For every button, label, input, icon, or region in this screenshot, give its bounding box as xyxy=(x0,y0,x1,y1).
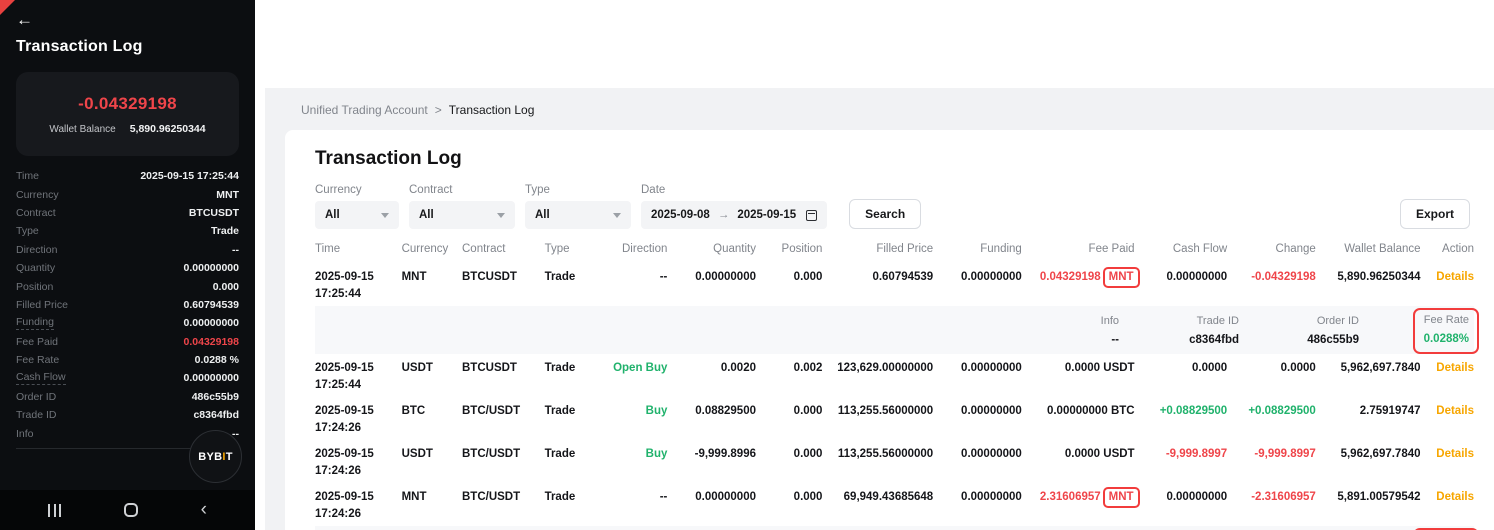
field-currency: CurrencyMNT xyxy=(16,185,239,203)
details-link[interactable]: Details xyxy=(1421,263,1474,306)
chevron-down-icon xyxy=(613,213,621,218)
col-position: Position xyxy=(756,241,822,263)
col-filled-price: Filled Price xyxy=(822,241,933,263)
col-change: Change xyxy=(1227,241,1316,263)
type-select[interactable]: All xyxy=(525,201,631,229)
back-icon[interactable]: ← xyxy=(16,10,33,30)
details-link[interactable]: Details xyxy=(1421,483,1474,526)
currency-filter-group: Currency All xyxy=(315,184,399,229)
table-row: 2025-09-1517:24:26 BTC BTC/USDT Trade Bu… xyxy=(315,397,1474,440)
col-contract: Contract xyxy=(462,241,545,263)
col-currency: Currency xyxy=(402,241,462,263)
col-fee-paid: Fee Paid xyxy=(1022,241,1135,263)
table-row: 2025-09-1517:25:44 MNT BTCUSDT Trade -- … xyxy=(315,263,1474,306)
field-type: TypeTrade xyxy=(16,222,239,240)
date-filter-group: Date 2025-09-08 → 2025-09-15 xyxy=(641,184,827,229)
detail-field-list: Time2025-09-15 17:25:44 CurrencyMNT Cont… xyxy=(16,167,239,449)
android-nav-bar: ‹ xyxy=(0,490,255,530)
field-trade-id: Trade IDc8364fbd xyxy=(16,406,239,424)
field-contract: ContractBTCUSDT xyxy=(16,204,239,222)
wallet-balance-value: 5,890.96250344 xyxy=(130,123,206,135)
export-button[interactable]: Export xyxy=(1400,199,1470,229)
type-filter-group: Type All xyxy=(525,184,631,229)
summary-card: -0.04329198 Wallet Balance 5,890.9625034… xyxy=(16,72,239,156)
field-funding: Funding0.00000000 xyxy=(16,314,239,332)
breadcrumb-parent[interactable]: Unified Trading Account xyxy=(301,103,428,117)
col-action: Action xyxy=(1421,241,1474,263)
expanded-order-id: Order ID486c55b9 xyxy=(1293,315,1359,346)
field-fee-paid: Fee Paid0.04329198 xyxy=(16,333,239,351)
date-range-input[interactable]: 2025-09-08 → 2025-09-15 xyxy=(641,201,827,229)
recents-icon[interactable] xyxy=(48,504,61,517)
date-filter-label: Date xyxy=(641,184,827,196)
col-time: Time xyxy=(315,241,402,263)
date-range-arrow: → xyxy=(718,209,730,221)
transaction-table: Time Currency Contract Type Direction Qu… xyxy=(315,241,1474,530)
col-direction: Direction xyxy=(601,241,667,263)
chevron-down-icon xyxy=(497,213,505,218)
field-cash-flow: Cash Flow0.00000000 xyxy=(16,369,239,387)
contract-filter-label: Contract xyxy=(409,184,515,196)
field-fee-rate: Fee Rate0.0288 % xyxy=(16,351,239,369)
field-time: Time2025-09-15 17:25:44 xyxy=(16,167,239,185)
field-position: Position0.000 xyxy=(16,277,239,295)
breadcrumb: Unified Trading Account > Transaction Log xyxy=(265,88,1494,130)
col-wallet-balance: Wallet Balance xyxy=(1316,241,1421,263)
col-cash-flow: Cash Flow xyxy=(1135,241,1228,263)
mobile-page-title: Transaction Log xyxy=(16,38,239,56)
type-filter-label: Type xyxy=(525,184,631,196)
table-row: 2025-09-1517:24:26 USDT BTC/USDT Trade B… xyxy=(315,440,1474,483)
date-end[interactable]: 2025-09-15 xyxy=(737,209,796,221)
currency-filter-label: Currency xyxy=(315,184,399,196)
calendar-icon[interactable] xyxy=(806,210,817,221)
expanded-detail-row: Info-- Trade IDc8364fbd Order ID486c55b9… xyxy=(315,306,1474,354)
col-funding: Funding xyxy=(933,241,1022,263)
details-link[interactable]: Details xyxy=(1421,354,1474,397)
expanded-trade-id: Trade IDc8364fbd xyxy=(1173,315,1239,346)
expanded-detail-row: Info-- Trade ID48179327 Order ID48542208… xyxy=(315,526,1474,530)
table-row: 2025-09-1517:25:44 USDT BTCUSDT Trade Op… xyxy=(315,354,1474,397)
table-header-row: Time Currency Contract Type Direction Qu… xyxy=(315,241,1474,263)
contract-filter-group: Contract All xyxy=(409,184,515,229)
field-order-id: Order ID486c55b9 xyxy=(16,388,239,406)
search-button[interactable]: Search xyxy=(849,199,921,229)
field-filled-price: Filled Price0.60794539 xyxy=(16,296,239,314)
table-row: 2025-09-1517:24:26 MNT BTC/USDT Trade --… xyxy=(315,483,1474,526)
nav-back-icon[interactable]: ‹ xyxy=(201,503,207,517)
date-start[interactable]: 2025-09-08 xyxy=(651,209,710,221)
breadcrumb-separator: > xyxy=(435,103,442,117)
currency-select[interactable]: All xyxy=(315,201,399,229)
col-quantity: Quantity xyxy=(667,241,756,263)
page-title: Transaction Log xyxy=(315,148,1474,170)
home-icon[interactable] xyxy=(124,503,138,517)
breadcrumb-current: Transaction Log xyxy=(449,103,535,117)
field-direction: Direction-- xyxy=(16,241,239,259)
recording-corner-marker xyxy=(0,0,15,15)
bybit-logo: BYBIT xyxy=(189,430,242,483)
field-quantity: Quantity0.00000000 xyxy=(16,259,239,277)
chevron-down-icon xyxy=(381,213,389,218)
expanded-info: Info-- xyxy=(1053,315,1119,346)
transaction-log-card: Transaction Log Currency All Contract Al… xyxy=(285,130,1494,530)
web-panel: Unified Trading Account > Transaction Log … xyxy=(255,0,1494,530)
summary-amount: -0.04329198 xyxy=(78,94,177,114)
annotation-box-fee-unit: MNT xyxy=(1103,487,1140,508)
filter-bar: Currency All Contract All Type xyxy=(315,184,1474,229)
details-link[interactable]: Details xyxy=(1421,397,1474,440)
contract-select[interactable]: All xyxy=(409,201,515,229)
mobile-screenshot-panel: ← Transaction Log -0.04329198 Wallet Bal… xyxy=(0,0,255,530)
col-type: Type xyxy=(545,241,601,263)
annotation-box-fee-rate: Fee Rate0.0288% xyxy=(1413,308,1479,354)
annotation-box-fee-unit: MNT xyxy=(1103,267,1140,288)
details-link[interactable]: Details xyxy=(1421,440,1474,483)
wallet-balance-label: Wallet Balance xyxy=(49,124,115,135)
